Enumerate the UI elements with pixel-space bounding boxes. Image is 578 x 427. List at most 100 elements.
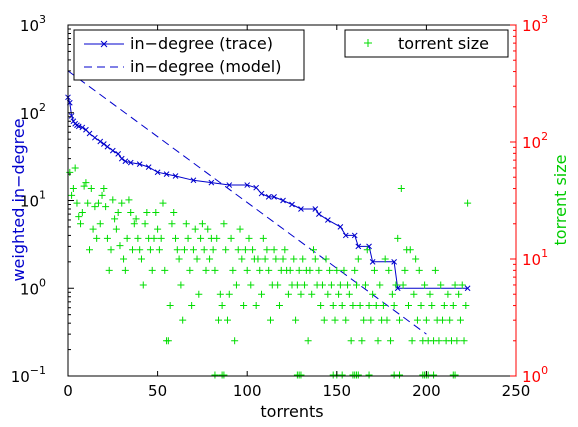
torrent-size-point-2-73	[197, 234, 205, 242]
torrent-size-point-2-109	[261, 255, 269, 263]
torrent-size-point-2-50	[155, 246, 163, 254]
torrent-size-point-2-38	[134, 234, 142, 242]
torrent-size-point-2-140	[317, 302, 325, 310]
torrent-size-point-2-145	[326, 266, 334, 274]
torrent-size-point-2-199	[422, 316, 430, 324]
torrent-size-point-2-31	[121, 266, 129, 274]
torrent-size-point-2-117	[275, 302, 283, 310]
torrent-size-point-2-67	[186, 266, 194, 274]
torrent-size-point-2-207	[437, 281, 445, 289]
torrent-size-point-3-2	[220, 371, 228, 379]
torrent-size-point-2-66	[184, 234, 192, 242]
torrent-size-point-2-185	[397, 185, 405, 193]
trace-point-43	[369, 258, 376, 265]
torrent-size-point-2-60	[173, 246, 181, 254]
torrent-size-point-2-191	[408, 337, 416, 345]
torrent-size-point-2-130	[299, 255, 307, 263]
torrent-size-point-2-49	[154, 225, 162, 233]
torrent-size-point-2-40	[137, 255, 145, 263]
torrent-size-point-2-159	[351, 266, 359, 274]
torrent-size-point-2-99	[243, 266, 251, 274]
torrent-size-point-2-10	[84, 199, 92, 207]
trace-point-22	[163, 171, 170, 177]
torrent-size-point-2-136	[310, 246, 318, 254]
torrent-size-point-2-131	[301, 281, 309, 289]
torrent-size-point-2-114	[270, 246, 278, 254]
torrent-size-point-2-115	[272, 255, 280, 263]
trace-point-16	[118, 155, 125, 162]
torrent-size-point-2-198	[421, 281, 429, 289]
torrent-size-point-2-120	[281, 246, 289, 254]
torrent-size-point-2-176	[381, 255, 389, 263]
torrent-size-point-2-122	[284, 290, 292, 298]
torrent-size-point-2-47	[150, 234, 158, 242]
torrent-size-point-2-195	[415, 266, 423, 274]
trace-point-46	[464, 285, 471, 292]
torrent-size-point-2-161	[354, 255, 362, 263]
trace-point-19	[136, 161, 143, 167]
torrent-size-point-2-123	[286, 266, 294, 274]
torrent-size-point-2-19	[100, 185, 108, 193]
torrent-size-point-2-181	[390, 302, 398, 310]
torrent-size-point-2-189	[404, 302, 412, 310]
torrent-size-point-2-62	[177, 281, 185, 289]
trace-point-14	[109, 147, 116, 154]
torrent-size-point-2-74	[198, 220, 206, 228]
torrent-size-point-2-146	[327, 281, 335, 289]
torrent-size-point-2-165	[361, 281, 369, 289]
torrent-size-point-2-193	[412, 255, 420, 263]
torrent-size-point-2-21	[103, 234, 111, 242]
torrent-size-point-2-48	[152, 208, 160, 216]
torrent-size-point-2-70	[191, 225, 199, 233]
torrent-size-point-3-13	[365, 371, 373, 379]
torrent-size-point-2-220	[460, 337, 468, 345]
torrent-size-point-2-33	[125, 196, 133, 204]
torrent-size-point-2-112	[266, 316, 274, 324]
torrent-size-point-2-128	[295, 266, 303, 274]
trace-point-35	[312, 206, 319, 212]
torrent-size-point-2-63	[179, 316, 187, 324]
torrent-size-point-2-201	[426, 290, 434, 298]
torrent-size-point-2-82	[213, 234, 221, 242]
torrent-size-point-2-69	[189, 246, 197, 254]
torrent-size-point-2-7	[78, 208, 86, 216]
torrent-size-point-2-158	[349, 302, 357, 310]
torrent-size-point-2-88	[223, 316, 231, 324]
x-tick-label-3: 150	[322, 382, 351, 400]
torrent-size-point-2-168	[367, 316, 375, 324]
series-line-1	[67, 70, 427, 335]
torrent-size-point-2-64	[180, 246, 188, 254]
torrent-size-point-2-37	[132, 215, 140, 223]
trace-point-23	[172, 173, 179, 179]
torrent-size-point-2-18	[98, 191, 106, 199]
torrent-size-point-2-104	[252, 302, 260, 310]
torrent-size-point-2-83	[215, 316, 223, 324]
torrent-size-point-2-126	[292, 316, 300, 324]
torrent-size-point-2-119	[279, 255, 287, 263]
torrent-size-point-3-8	[338, 371, 346, 379]
torrent-size-point-2-89	[225, 290, 233, 298]
torrent-size-point-3-22	[451, 371, 459, 379]
trace-point-17	[122, 158, 129, 165]
torrent-size-point-2-214	[449, 302, 457, 310]
torrent-size-point-2-78	[206, 255, 214, 263]
torrent-size-point-2-53	[161, 266, 169, 274]
torrent-size-point-2-51	[157, 234, 165, 242]
torrent-size-point-2-76	[202, 266, 210, 274]
torrent-size-point-2-20	[102, 203, 110, 211]
torrent-size-point-2-8	[80, 182, 88, 190]
torrent-size-point-2-137	[311, 255, 319, 263]
legend-right: torrent size	[344, 29, 509, 58]
torrent-size-point-2-149	[333, 266, 341, 274]
chart-marks	[65, 70, 472, 379]
torrent-size-point-2-177	[383, 316, 391, 324]
torrent-size-point-2-52	[159, 199, 167, 207]
torrent-size-point-2-110	[263, 246, 271, 254]
trace-point-27	[244, 182, 251, 188]
torrent-size-point-2-152	[338, 302, 346, 310]
torrent-size-point-2-196	[417, 302, 425, 310]
torrent-size-point-2-157	[347, 337, 355, 345]
torrent-size-point-2-139	[315, 266, 323, 274]
torrent-size-point-2-101	[247, 281, 255, 289]
torrent-size-point-2-173	[376, 281, 384, 289]
